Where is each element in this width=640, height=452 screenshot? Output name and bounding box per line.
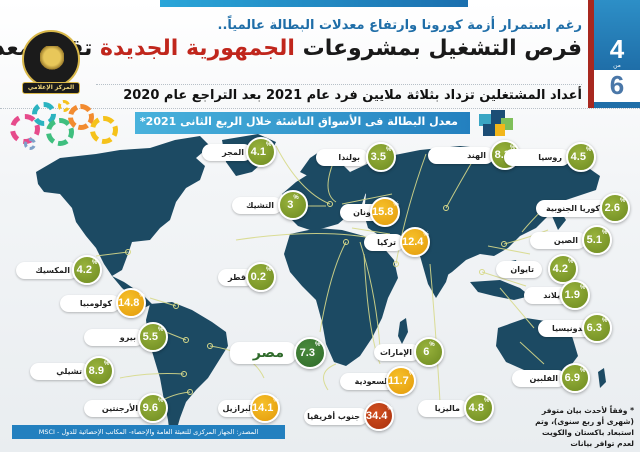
rate-bubble: 7.3%	[294, 337, 326, 369]
rate-bubble: 1.9%	[560, 280, 590, 310]
rate-bubble: 2.6%	[600, 193, 630, 223]
rate-bubble: 3%	[278, 190, 308, 220]
rate-bubble: 14.8%	[116, 288, 146, 318]
rate-bubble: 0.2%	[246, 262, 276, 292]
rate-bubble: 4.2%	[548, 254, 578, 284]
counter-red-bar	[588, 0, 594, 108]
callout-brazil: البرازيل 14.1%	[218, 393, 304, 423]
callout-russia: روسيا 4.5%	[504, 142, 602, 172]
country-label: الأرجنتين	[84, 400, 146, 417]
country-label: الهند	[428, 147, 494, 164]
rate-bubble: 4.2%	[72, 255, 102, 285]
callout-malaysia: ماليزيا 4.8%	[418, 393, 510, 423]
country-label: التشيك	[232, 197, 282, 214]
title-part-1: فرص التشغيل بمشروعات	[294, 36, 583, 61]
source-bar: المصدر: الجهاز المركزى للتعبئة العامة وا…	[12, 425, 285, 439]
callout-taiwan: تايوان 4.2%	[496, 254, 586, 284]
callout-philippines: الفلبين 6.9%	[512, 363, 616, 393]
country-label: الإمارات	[374, 344, 420, 361]
country-label: ماليزيا	[418, 400, 468, 417]
callout-saudi-arabia: السعودية 11.7%	[340, 366, 436, 396]
callout-thailand: تايلاند 1.9%	[524, 280, 620, 310]
callout-uae: الإمارات 6%	[374, 337, 450, 367]
page-title: فرص التشغيل بمشروعات الجمهورية الجديدة ت…	[0, 36, 583, 61]
rate-bubble: 6.3%	[582, 313, 612, 343]
rate-bubble: 4.1%	[246, 137, 276, 167]
country-label: مصر	[230, 342, 296, 364]
title-highlight: الجمهورية الجديدة	[99, 36, 295, 61]
footnote: * وفقاً لأحدث بيان متوفر (شهرى أو ربع سن…	[535, 406, 634, 448]
callout-egypt: مصر 7.3%	[230, 337, 330, 369]
rate-bubble: 5.1%	[582, 225, 612, 255]
callout-south-korea: كوريا الجنوبية 2.6%	[536, 193, 640, 223]
country-label: كوريا الجنوبية	[536, 200, 608, 217]
subtitle: أعداد المشتغلين تزداد بثلاثة ملايين فرد …	[123, 88, 582, 103]
callout-hungary: المجر 4.1%	[202, 137, 276, 167]
rate-bubble: 9.6%	[138, 393, 168, 423]
page-total: 6	[609, 70, 625, 100]
page-current: 4	[609, 34, 625, 64]
dotted-divider-2	[0, 108, 640, 109]
rate-bubble: 5.5%	[138, 322, 168, 352]
callout-poland: بولندا 3.5%	[316, 142, 400, 172]
country-label: جنوب أفريقيا	[304, 408, 368, 425]
counter-top-block	[594, 0, 640, 70]
country-label: تركيا	[364, 234, 404, 251]
country-label: تايوان	[496, 261, 542, 278]
country-label: بولندا	[316, 149, 368, 166]
rate-bubble: 12.4%	[400, 227, 430, 257]
callout-argentina: الأرجنتين 9.6%	[84, 393, 172, 423]
country-label: الفلبين	[512, 370, 566, 387]
callout-mexico: المكسيك 4.2%	[16, 255, 102, 285]
page-counter: 4 من 6	[588, 0, 640, 108]
callout-china: الصين 5.1%	[530, 225, 630, 255]
country-label: السعودية	[340, 373, 398, 390]
country-label: روسيا	[504, 149, 570, 166]
country-label: كولومبيا	[60, 295, 120, 312]
logo-banner: المركز الإعلامي	[22, 82, 80, 94]
country-label: المكسيك	[16, 262, 78, 279]
rate-bubble: 6.9%	[560, 363, 590, 393]
top-accent-strip	[160, 0, 468, 7]
callout-qatar: قطر 0.2%	[218, 262, 288, 292]
rate-bubble: 4.5%	[566, 142, 596, 172]
callout-greece: اليونان 15.8%	[340, 197, 440, 227]
country-label: تشيلي	[30, 363, 90, 380]
section-banner-text: معدل البطالة فى الأسواق الناشئة خلال الر…	[139, 115, 458, 128]
rate-bubble: 6%	[414, 337, 444, 367]
rate-bubble: 11.7%	[386, 366, 416, 396]
dotted-divider	[96, 84, 582, 85]
callout-czech: التشيك 3%	[232, 190, 312, 220]
country-label: قطر	[218, 269, 254, 286]
rate-bubble: 14.1%	[250, 393, 280, 423]
rate-bubble: 4.8%	[464, 393, 494, 423]
page-of-label: من	[613, 62, 621, 69]
callout-indonesia: اندونيسيا 6.3%	[538, 313, 638, 343]
country-label: بيرو	[84, 329, 144, 346]
cabinet-logo	[22, 30, 80, 88]
rate-bubble: 15.8%	[370, 197, 400, 227]
section-banner: معدل البطالة فى الأسواق الناشئة خلال الر…	[135, 112, 470, 134]
country-label: المجر	[202, 144, 252, 161]
rate-bubble: 3.5%	[366, 142, 396, 172]
callout-colombia: كولومبيا 14.8%	[60, 288, 150, 318]
rate-bubble: 8.9%	[84, 356, 114, 386]
gears-illustration-icon	[6, 100, 122, 156]
country-label: الصين	[530, 232, 586, 249]
puzzle-people-icon	[475, 108, 517, 138]
kicker-heading: رغم استمرار أزمة كورونا وارتفاع معدلات ا…	[217, 18, 582, 33]
callout-chile: تشيلي 8.9%	[30, 356, 114, 386]
callout-south-africa: جنوب أفريقيا 34.4%	[304, 401, 398, 431]
rate-bubble: 34.4%	[364, 401, 394, 431]
callout-turkey: تركيا 12.4%	[364, 227, 454, 257]
callout-peru: بيرو 5.5%	[84, 322, 168, 352]
eagle-emblem-icon	[40, 46, 64, 74]
country-label: اندونيسيا	[538, 320, 596, 337]
counter-bottom-block	[594, 70, 640, 108]
